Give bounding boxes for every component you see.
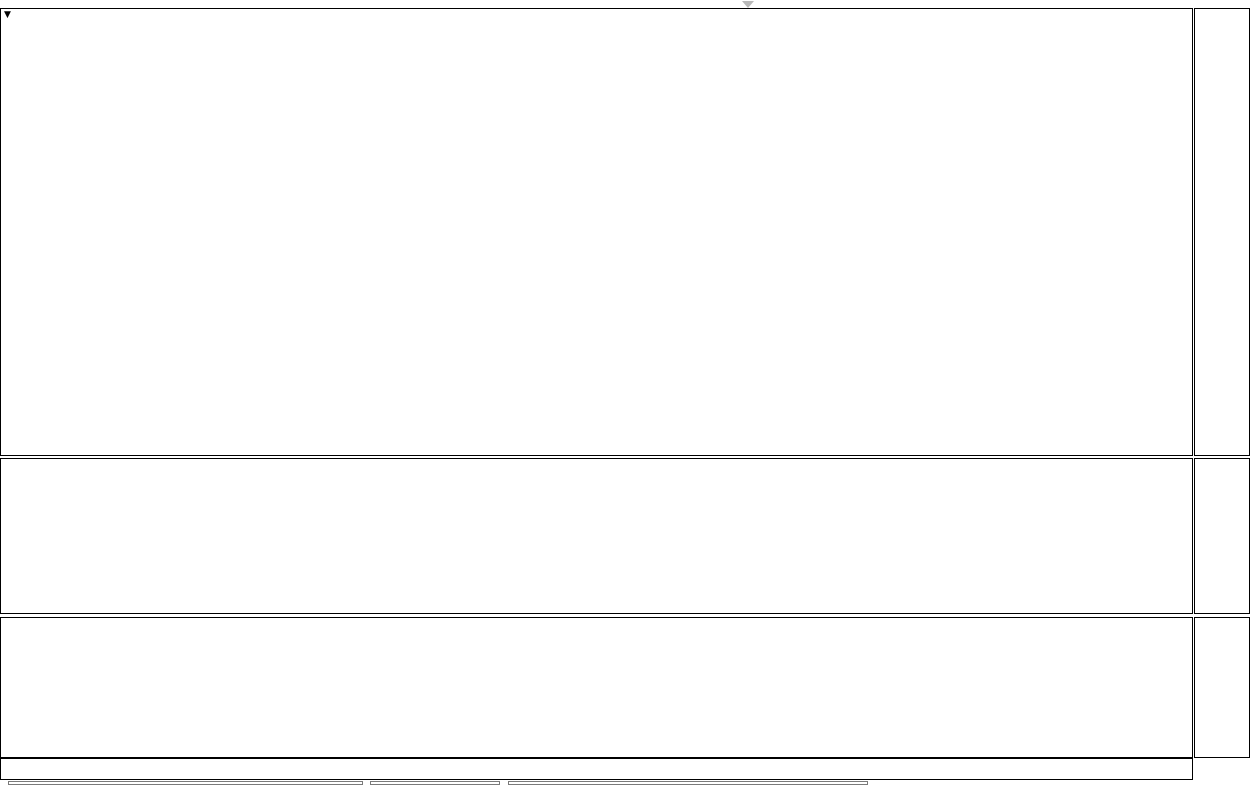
time-axis[interactable] [0,758,1193,780]
rsi-panel[interactable] [0,617,1193,758]
symbol-header: ▼ [4,9,13,21]
bottom-taskbar-strip [0,781,1250,785]
macd-canvas[interactable] [1,459,1192,613]
triangle-down-icon[interactable]: ▼ [4,10,11,20]
triangle-down-marker-icon [742,1,754,8]
rsi-canvas[interactable] [1,618,1192,757]
taskbar-item-2[interactable] [370,781,500,785]
macd-panel[interactable] [0,458,1193,614]
rsi-scale-axis[interactable] [1194,617,1250,758]
price-chart-canvas[interactable] [1,9,1192,455]
price-scale[interactable] [1194,0,1250,785]
taskbar-item-1[interactable] [8,781,363,785]
macd-scale-axis[interactable] [1194,458,1250,614]
price-scale-axis[interactable] [1194,8,1250,456]
price-chart-panel[interactable] [0,8,1193,456]
taskbar-item-3[interactable] [508,781,868,785]
